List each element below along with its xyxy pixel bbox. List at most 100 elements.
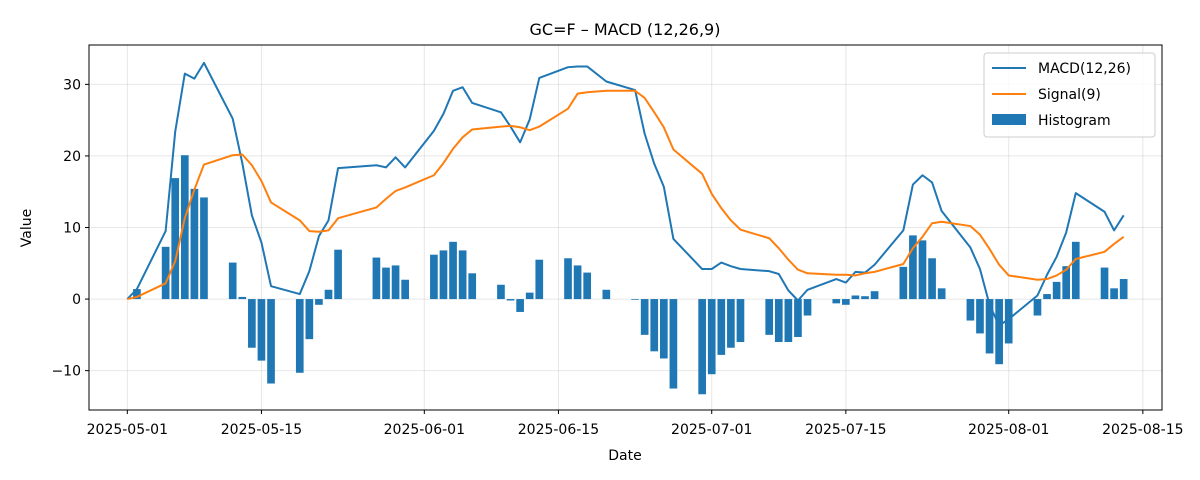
signal-line [127,89,1125,301]
histogram-bar [257,299,266,361]
histogram-bar [640,299,649,335]
x-tick-label: 2025-08-01 [968,422,1049,438]
histogram-bar [305,299,314,340]
histogram-bar [133,289,141,300]
histogram-bar [372,257,381,300]
x-tick-label: 2025-08-15 [1102,422,1183,438]
histogram-bar [669,299,678,389]
x-axis-label: Date [608,448,641,464]
histogram-bar [324,289,333,300]
x-axis-ticks: 2025-05-01 2025-05-15 2025-06-01 2025-06-15… [87,410,1184,438]
histogram-bar [535,259,544,300]
x-tick-label: 2025-06-01 [384,422,465,438]
histogram-bar [430,254,438,300]
legend-swatch-histogram [992,114,1026,125]
x-tick-label: 2025-05-15 [221,422,302,438]
histogram-bar [248,299,256,348]
histogram-bar [564,258,572,300]
legend: MACD(12,26) Signal(9) Histogram [983,52,1156,138]
histogram-bar [995,299,1003,365]
histogram-bar [525,292,534,300]
histogram-bar [707,299,716,375]
histogram-bar [458,250,467,300]
y-tick-label: −10 [51,364,81,380]
histogram-bar [267,299,275,384]
histogram-bar [315,299,323,305]
histogram-bar [937,288,946,300]
legend-label-histogram: Histogram [1038,113,1111,129]
histogram-bar [180,155,189,300]
histogram-bar [1033,299,1042,316]
histogram-bar [976,299,984,334]
legend-label-macd: MACD(12,26) [1038,61,1131,77]
histogram-bar [659,299,668,359]
histogram-bar [794,299,802,337]
histogram-bar [516,299,524,312]
histogram-bars [133,155,1128,395]
y-axis-ticks: −10 0 10 20 30 [51,77,89,380]
histogram-bar [727,299,735,348]
histogram-bar [784,299,793,343]
histogram-bar [497,284,505,300]
histogram-bar [238,296,247,300]
histogram-bar [774,299,783,343]
y-tick-label: 30 [63,77,81,93]
histogram-bar [295,299,304,373]
histogram-bar [918,240,927,300]
histogram-bar [832,299,841,304]
x-tick-label: 2025-07-15 [805,422,886,438]
histogram-bar [506,299,515,301]
y-tick-label: 20 [63,149,81,165]
histogram-bar [765,299,774,335]
y-tick-label: 0 [72,292,81,308]
chart-title: GC=F – MACD (12,26,9) [530,20,721,39]
histogram-bar [842,299,850,305]
histogram-bar [401,279,409,300]
x-tick-label: 2025-06-15 [518,422,599,438]
histogram-bar [334,249,342,300]
histogram-bar [698,299,706,395]
legend-box [983,52,1156,138]
histogram-bar [899,266,908,300]
x-tick-label: 2025-05-01 [87,422,168,438]
histogram-bar [190,188,199,300]
x-tick-label: 2025-07-01 [671,422,752,438]
histogram-bar [439,250,448,300]
histogram-bar [573,265,582,300]
histogram-bar [228,262,237,300]
histogram-bar [928,258,936,300]
histogram-bar [1100,267,1109,300]
y-tick-label: 10 [63,221,81,237]
histogram-bar [468,273,477,300]
series-lines [126,61,1125,327]
histogram-bar [851,295,860,300]
histogram-bar [631,299,639,300]
histogram-bar [861,296,869,300]
macd-line [126,61,1125,327]
histogram-bar [171,178,180,300]
histogram-bar [391,265,400,300]
histogram-bar [650,299,659,352]
histogram-bar [1004,299,1013,344]
histogram-bar [1052,281,1061,300]
legend-label-signal: Signal(9) [1038,87,1101,103]
histogram-bar [803,299,812,316]
histogram-bar [870,291,879,300]
histogram-bar [1119,279,1128,300]
histogram-bar [985,299,994,354]
histogram-bar [909,235,917,300]
histogram-bar [583,272,592,300]
histogram-bar [382,267,390,300]
y-axis-label: Value [19,209,35,247]
histogram-bar [1110,288,1118,300]
histogram-bar [200,197,208,300]
histogram-bar [966,299,975,321]
histogram-bar [736,299,745,343]
histogram-bar [1071,241,1080,300]
histogram-bar [161,246,170,300]
histogram-bar [449,241,457,300]
histogram-bar [1043,294,1051,300]
histogram-bar [602,289,611,300]
histogram-bar [717,299,726,355]
